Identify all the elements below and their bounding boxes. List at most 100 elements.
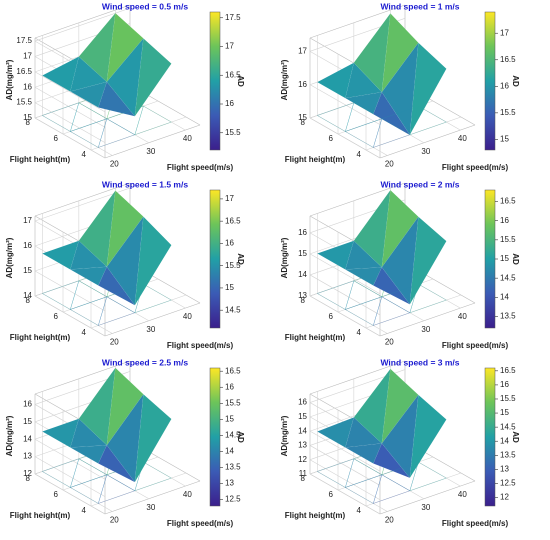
y-tick-label: 6	[54, 490, 59, 499]
colorbar-tick-label: 17	[225, 194, 234, 203]
panel: 13 14 15 16 20 30 40 4 6 8 Wind speed = 2 m/s AD(mg…	[280, 179, 520, 350]
surface-patch	[344, 91, 383, 115]
x-tick-label: 30	[421, 147, 430, 156]
z-tick-label: 13	[298, 441, 307, 450]
chart-title: Wind speed = 2.5 m/s	[102, 357, 188, 367]
colorbar-tick-label: 16.5	[500, 55, 516, 64]
z-axis-label: AD(mg/m²)	[280, 415, 289, 456]
z-grid-line	[34, 473, 106, 515]
colorbar-tick-label: 16.5	[225, 70, 241, 79]
z-tick-label: 17	[23, 216, 32, 225]
z-tick-label: 15	[23, 417, 32, 426]
surface-patch	[409, 394, 447, 478]
axis-frame	[309, 4, 406, 39]
colorbar-tick-label: 15	[225, 414, 234, 423]
z-grid-line	[34, 86, 106, 128]
colorbar	[484, 367, 496, 507]
y-tick-label: 8	[26, 296, 31, 305]
y-tick-label: 8	[301, 118, 306, 127]
colorbar	[209, 11, 221, 151]
surface-patch	[344, 443, 383, 464]
surface-patch	[41, 418, 80, 448]
colorbar-tick-label: 15.5	[500, 108, 516, 117]
z-grid-line	[34, 71, 106, 113]
axis-frame	[104, 480, 201, 515]
surface-patch	[69, 445, 108, 464]
z-tick-label: 13	[23, 452, 32, 461]
surface-patch	[316, 62, 355, 99]
y-tick-label: 8	[26, 118, 31, 127]
z-tick-label: 17	[298, 46, 307, 55]
x-tick-label: 30	[146, 147, 155, 156]
axis-frame	[309, 360, 406, 395]
z-axis-label: AD(mg/m²)	[5, 237, 14, 278]
x-tick-label: 20	[110, 516, 119, 525]
z-grid-line	[34, 102, 106, 143]
x-tick-label: 40	[183, 134, 192, 143]
surface-patch	[134, 393, 172, 483]
y-axis-label: Flight height(m)	[285, 511, 346, 520]
x-tick-label: 20	[385, 338, 394, 347]
axis-frame	[104, 302, 201, 337]
z-tick-label: 14	[23, 291, 32, 300]
z-grid-line	[309, 295, 381, 337]
surface-patch	[70, 240, 108, 270]
colorbar-tick-label: 14	[500, 436, 509, 445]
y-tick-label: 6	[54, 312, 59, 321]
colorbar-tick-label: 14.5	[500, 273, 516, 282]
colorbar-tick-label: 15.5	[225, 398, 241, 407]
y-tick-label: 6	[329, 312, 334, 321]
z-grid-line	[309, 445, 381, 486]
surface-patch	[344, 267, 383, 286]
z-tick-label: 17.5	[16, 36, 32, 45]
x-axis-label: Flight speed(m/s)	[167, 519, 234, 528]
colorbar-tick-label: 16.5	[500, 197, 516, 206]
z-grid-line	[309, 253, 381, 295]
y-tick-label: 4	[82, 150, 87, 159]
floor-projection	[134, 461, 172, 492]
colorbar-tick-label: 15.5	[225, 128, 241, 137]
colorbar	[484, 189, 496, 329]
axis-frame	[379, 124, 476, 159]
colorbar-label: AD	[236, 253, 245, 265]
floor-projection	[134, 105, 172, 136]
y-axis-label: Flight height(m)	[285, 155, 346, 164]
z-grid-line	[309, 430, 381, 472]
colorbar	[209, 189, 221, 329]
floor-projection	[316, 280, 355, 310]
colorbar-tick-label: 16	[225, 99, 234, 108]
floor-projection	[344, 474, 383, 504]
surface-patch	[381, 216, 419, 305]
x-tick-label: 30	[146, 503, 155, 512]
colorbar-label: AD	[236, 75, 245, 87]
colorbar-tick-label: 16	[500, 216, 509, 225]
y-tick-label: 8	[301, 296, 306, 305]
x-tick-label: 40	[458, 134, 467, 143]
x-axis-label: Flight speed(m/s)	[442, 519, 509, 528]
surface-patch	[134, 216, 172, 306]
z-axis-label: AD(mg/m²)	[280, 59, 289, 100]
z-axis-label: AD(mg/m²)	[280, 237, 289, 278]
y-tick-label: 6	[329, 490, 334, 499]
z-grid-line	[309, 117, 381, 159]
surface-patch	[409, 42, 447, 135]
colorbar-tick-label: 14.5	[225, 305, 241, 314]
y-axis-label: Flight height(m)	[285, 333, 346, 342]
z-grid-line	[309, 473, 381, 515]
z-grid-line	[34, 117, 106, 159]
z-tick-label: 15	[298, 113, 307, 122]
z-grid-line	[309, 84, 381, 125]
z-grid-line	[34, 438, 106, 480]
z-grid-line	[34, 7, 131, 42]
axis-frame	[104, 124, 201, 159]
z-tick-label: 16.5	[16, 67, 32, 76]
z-tick-label: 12	[23, 469, 32, 478]
z-tick-label: 11	[299, 469, 308, 478]
colorbar-tick-label: 15.5	[500, 394, 516, 403]
colorbar-label: AD	[511, 253, 520, 265]
y-tick-label: 6	[54, 134, 59, 143]
y-tick-label: 6	[329, 134, 334, 143]
colorbar-tick-label: 16	[225, 239, 234, 248]
colorbar	[209, 367, 221, 507]
floor-projection	[69, 474, 108, 504]
